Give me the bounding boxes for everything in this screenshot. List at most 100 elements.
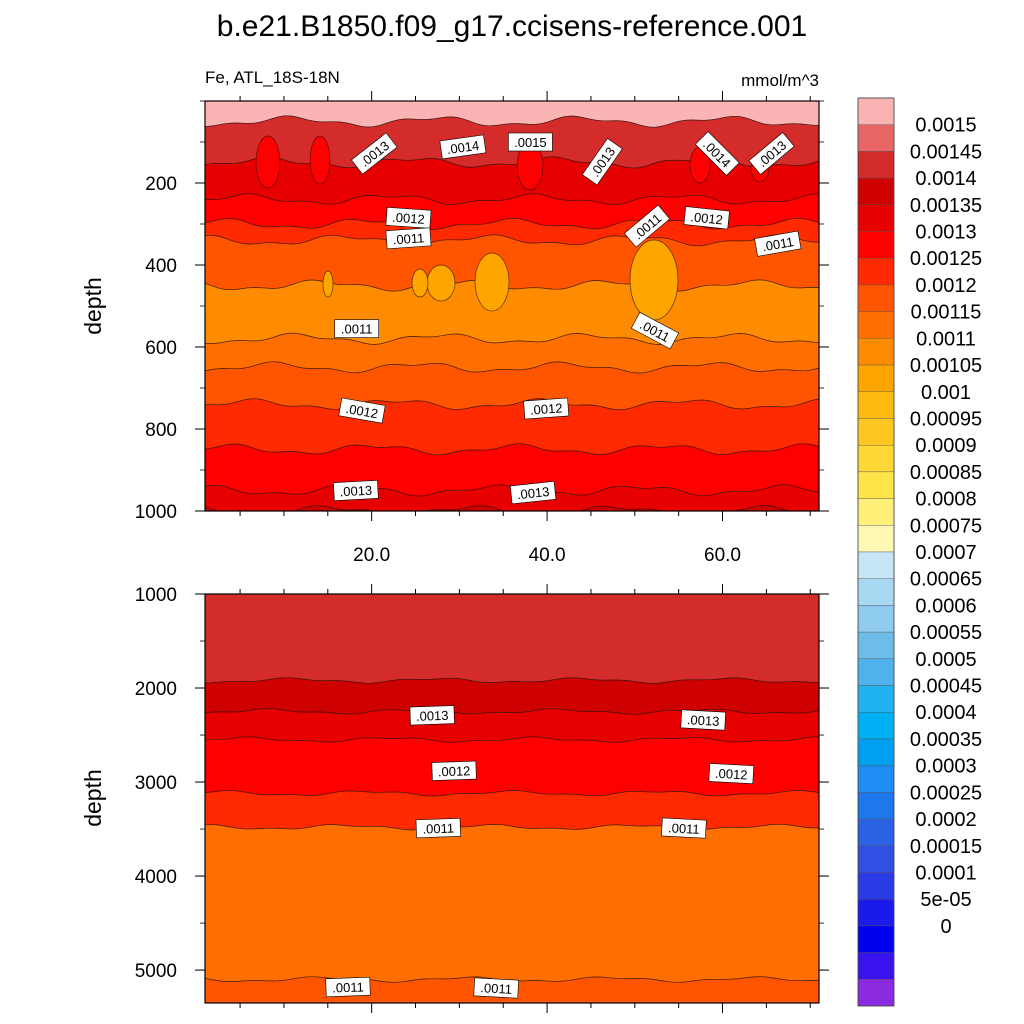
contour-band (205, 823, 819, 983)
colorbar-swatch (857, 231, 895, 259)
colorbar-swatch (857, 658, 895, 686)
contour-label-text: .0011 (422, 821, 454, 837)
colorbar-label: 0.00125 (910, 248, 982, 270)
colorbar-label: 0.0009 (915, 435, 976, 457)
colorbar-swatch (857, 284, 895, 312)
contour-label-text: .0011 (332, 979, 364, 995)
y-tick-label: 600 (145, 338, 177, 359)
upper-ylabel: depth (80, 277, 106, 335)
upper-right-label: mmol/m^3 (741, 71, 819, 90)
contour-label: .0011 (385, 227, 432, 250)
contour-label: .0015 (508, 132, 553, 152)
contour-label-text: .0011 (341, 322, 373, 337)
colorbar-label: 0.00115 (911, 302, 982, 324)
contour-label: .0013 (680, 709, 726, 731)
colorbar-label: 0.00085 (910, 462, 982, 484)
colorbar-swatch (857, 471, 895, 499)
colorbar-swatch (857, 898, 895, 927)
upper-axes: 200 400 600 800 1000 20.0 40.0 60.0 (135, 91, 829, 566)
contour-label-text: .0011 (392, 230, 425, 247)
y-tick-label: 1000 (135, 502, 177, 523)
colorbar-label: 0.0013 (915, 222, 976, 244)
chart-title: b.e21.B1850.f09_g17.ccisens-reference.00… (217, 10, 807, 43)
colorbar-label: 0.00015 (910, 836, 982, 858)
contour-label: .0012 (338, 397, 386, 424)
colorbar-label: 0.0007 (915, 542, 976, 564)
colorbar-swatch (857, 845, 895, 873)
colorbar-swatch (857, 418, 895, 446)
colorbar-swatch (857, 258, 895, 286)
contour-label-text: .0012 (438, 763, 471, 779)
x-tick-label: 60.0 (704, 545, 741, 566)
upper-anomaly-cells (255, 135, 770, 321)
colorbar-swatch (857, 525, 895, 553)
contour-label: .0013 (409, 705, 455, 726)
contour-label-text: .0012 (529, 400, 563, 417)
colorbar-label: 0.00035 (910, 729, 982, 751)
contour-label: .0012 (523, 397, 570, 420)
colorbar-swatch (857, 124, 895, 152)
colorbar-label: 0.00045 (910, 676, 982, 698)
colorbar-label: 0.00095 (910, 409, 982, 431)
contour-label-text: .0013 (339, 483, 372, 500)
colorbar-swatch (857, 498, 895, 526)
contour-label: .0013 (333, 480, 379, 501)
contour-label-text: .0013 (516, 484, 550, 502)
contour-cell (309, 135, 331, 185)
y-tick-label: 4000 (135, 867, 177, 888)
colorbar-label: 0.0012 (915, 275, 976, 297)
upper-left-label: Fe, ATL_18S-18N (205, 68, 340, 87)
colorbar-swatch (857, 444, 895, 473)
contour-label: .0011 (754, 230, 802, 257)
contour-band (205, 677, 819, 715)
contour-label-text: .0013 (687, 712, 720, 729)
colorbar-swatch (857, 712, 895, 740)
lower-axes: 1000 2000 3000 4000 5000 (135, 584, 829, 1013)
colorbar-label: 0.0015 (915, 115, 976, 137)
y-tick-label: 5000 (135, 961, 177, 982)
colorbar-label: 0.0014 (915, 168, 976, 190)
colorbar-label: 0.00145 (910, 141, 982, 163)
lower-contour-labels: .0013 .0013 .0012 .0012 .0011 .0011 .0011 .0011 (325, 705, 755, 999)
contour-band (205, 594, 819, 684)
colorbar-swatch (857, 792, 895, 820)
upper-panel: Fe, ATL_18S-18N mmol/m^3 .0013 .0014 .0015… (80, 68, 829, 566)
colorbar-swatch (857, 578, 895, 606)
colorbar-swatch (857, 979, 895, 1007)
contour-label-text: .0012 (690, 209, 724, 227)
contour-label: .0012 (708, 763, 755, 785)
colorbar-swatch (857, 311, 895, 339)
colorbar-swatch (857, 685, 895, 713)
contour-label: .0013 (509, 481, 557, 505)
contour-label: .0011 (334, 319, 380, 338)
x-tick-label: 40.0 (529, 545, 566, 566)
upper-contour-labels: .0013.0014.0015.0013.0014.0013.0012.0011… (333, 131, 802, 505)
colorbar-label: 0 (940, 916, 951, 938)
colorbar-swatch (857, 551, 895, 579)
contour-cell (474, 252, 510, 312)
colorbar-label: 0.0006 (915, 595, 976, 617)
colorbar-label: 0.0005 (915, 649, 976, 671)
x-tick-label: 20.0 (353, 545, 390, 566)
colorbar-label: 0.0008 (915, 489, 976, 511)
lower-panel: .0013 .0013 .0012 .0012 .0011 .0011 .0011 .0011… (80, 584, 829, 1013)
colorbar-label: 0.001 (921, 382, 971, 404)
colorbar-label: 0.00105 (910, 355, 982, 377)
lower-contour-fill (205, 594, 819, 1003)
y-tick-label: 2000 (135, 679, 177, 700)
colorbar-swatch (857, 605, 895, 633)
y-tick-label: 200 (145, 174, 177, 195)
contour-label: .0011 (473, 977, 519, 999)
y-tick-label: 1000 (135, 585, 177, 606)
contour-cell (411, 268, 429, 298)
y-tick-label: 400 (145, 256, 177, 277)
lower-ylabel: depth (80, 769, 106, 827)
contour-label: .0012 (431, 760, 477, 781)
colorbar-label: 0.00065 (910, 569, 982, 591)
contour-label-text: .0015 (514, 135, 547, 150)
colorbar-swatch (857, 364, 895, 392)
contour-label: .0011 (325, 976, 371, 998)
y-tick-label: 800 (145, 420, 177, 441)
lower-plot-frame (204, 593, 820, 1004)
colorbar-swatch (857, 338, 895, 366)
